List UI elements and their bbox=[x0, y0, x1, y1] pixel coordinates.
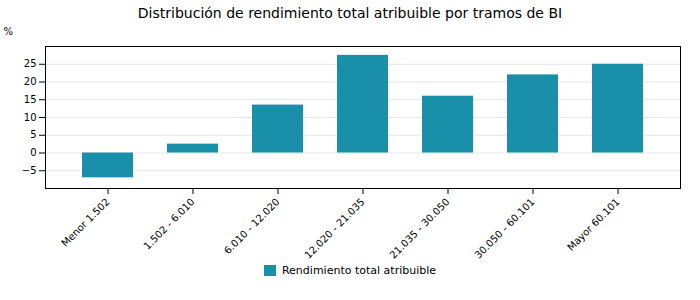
html-text:Rendimiento total atribuible: Rendimiento total atribuible bbox=[282, 263, 436, 277]
svg-text:%: % bbox=[4, 26, 14, 37]
svg-text:10: 10 bbox=[24, 112, 37, 123]
html-text:Distribución de rendimiento to: Distribución de rendimiento total atribu… bbox=[137, 5, 563, 21]
svg-text:30.050 - 60.101: 30.050 - 60.101 bbox=[472, 196, 536, 260]
svg-text:12.020 - 21.035: 12.020 - 21.035 bbox=[302, 196, 366, 260]
svg-text:6.010 - 12.020: 6.010 - 12.020 bbox=[222, 196, 282, 256]
svg-text:−5: −5 bbox=[22, 165, 37, 176]
svg-text:15: 15 bbox=[24, 94, 37, 105]
svg-text:25: 25 bbox=[24, 58, 37, 69]
svg-text:Menor 1.502: Menor 1.502 bbox=[59, 196, 111, 248]
svg-text:Mayor 60.101: Mayor 60.101 bbox=[565, 196, 622, 253]
svg-text:20: 20 bbox=[24, 76, 37, 87]
svg-text:0: 0 bbox=[30, 147, 36, 158]
svg-text:5: 5 bbox=[30, 129, 36, 140]
svg-text:21.035 - 30.050: 21.035 - 30.050 bbox=[387, 196, 451, 260]
svg-text:1.502 - 6.010: 1.502 - 6.010 bbox=[141, 196, 196, 251]
